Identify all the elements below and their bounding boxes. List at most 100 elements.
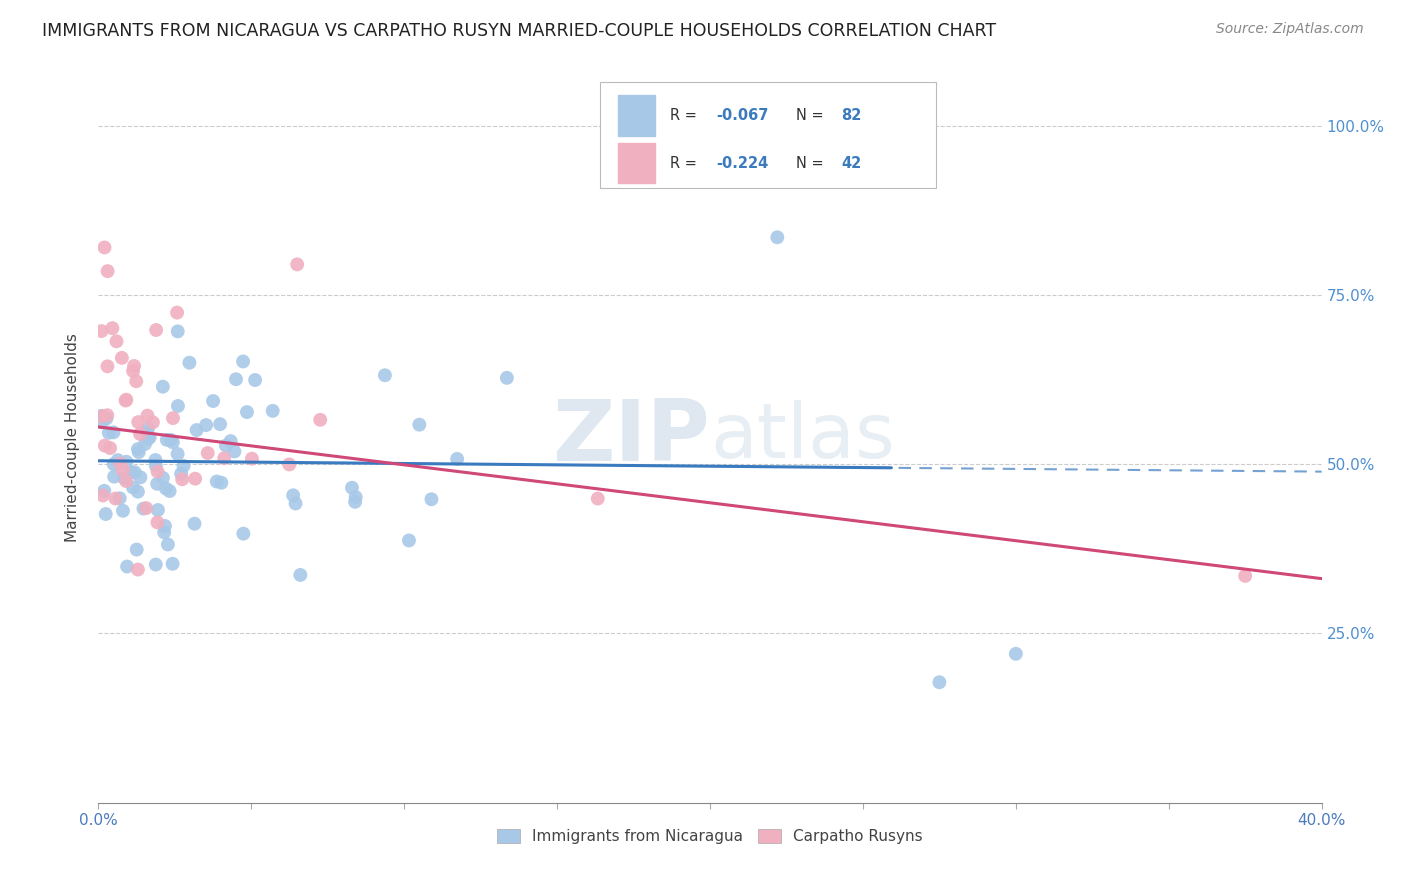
Point [232, 526, 254, 541]
Point [115, 474, 138, 488]
Point [128, 445, 150, 459]
Point [96, 409, 118, 423]
Point [284, 496, 307, 510]
Text: R =: R = [669, 155, 702, 170]
Point [112, 471, 135, 485]
Point [97, 425, 120, 440]
Point [103, 469, 125, 483]
Point [103, 457, 125, 471]
Point [103, 425, 125, 440]
Point [240, 451, 263, 466]
Point [94, 507, 117, 521]
Point [215, 439, 238, 453]
Point [224, 444, 246, 458]
Point [107, 453, 129, 467]
Point [159, 484, 181, 499]
Point [114, 393, 136, 408]
Point [96, 359, 118, 374]
Point [202, 394, 225, 409]
Point [104, 491, 127, 506]
Point [108, 491, 131, 506]
Point [90, 324, 112, 338]
Point [142, 416, 165, 430]
Point [101, 321, 124, 335]
Point [184, 472, 207, 486]
Point [122, 359, 145, 373]
Point [446, 451, 468, 466]
Point [166, 447, 188, 461]
Y-axis label: Married-couple Households: Married-couple Households [65, 333, 80, 541]
Point [111, 504, 134, 518]
Point [1004, 647, 1026, 661]
Text: N =: N = [796, 155, 828, 170]
Point [309, 413, 332, 427]
Point [278, 458, 301, 472]
Point [159, 433, 181, 447]
Point [90, 409, 112, 423]
Text: 42: 42 [841, 155, 860, 170]
Point [209, 475, 232, 490]
Point [374, 368, 396, 383]
Point [136, 426, 159, 441]
Point [136, 409, 159, 423]
Point [262, 404, 284, 418]
Legend: Immigrants from Nicaragua, Carpatho Rusyns: Immigrants from Nicaragua, Carpatho Rusy… [491, 822, 929, 850]
Point [156, 537, 179, 551]
Point [145, 558, 167, 572]
Text: -0.067: -0.067 [716, 108, 769, 123]
Point [146, 503, 169, 517]
Point [197, 446, 219, 460]
Point [90, 415, 112, 429]
Point [344, 495, 367, 509]
Point [285, 257, 308, 271]
Point [125, 374, 148, 388]
Point [146, 476, 169, 491]
Point [155, 482, 177, 496]
Point [127, 563, 149, 577]
Point [408, 417, 430, 432]
Point [283, 488, 305, 502]
Point [139, 430, 162, 444]
Text: N =: N = [796, 108, 828, 123]
Point [1234, 569, 1257, 583]
Point [928, 675, 950, 690]
Point [167, 399, 190, 413]
Point [152, 380, 174, 394]
Point [115, 559, 138, 574]
Point [146, 465, 169, 479]
Point [110, 457, 132, 471]
Bar [619, 143, 655, 183]
Point [179, 356, 201, 370]
Point [91, 409, 114, 424]
Point [136, 422, 159, 436]
Point [122, 364, 145, 378]
Point [290, 568, 312, 582]
Point [219, 434, 242, 449]
Point [111, 351, 134, 365]
Point [93, 483, 115, 498]
Point [121, 465, 143, 479]
Point [232, 354, 254, 368]
Point [122, 480, 145, 494]
Text: atlas: atlas [710, 401, 894, 474]
Point [98, 441, 121, 455]
Text: IMMIGRANTS FROM NICARAGUA VS CARPATHO RUSYN MARRIED-COUPLE HOUSEHOLDS CORRELATIO: IMMIGRANTS FROM NICARAGUA VS CARPATHO RU… [42, 22, 997, 40]
Point [186, 423, 208, 437]
Point [93, 240, 115, 254]
Point [94, 439, 117, 453]
Point [162, 557, 184, 571]
FancyBboxPatch shape [600, 82, 936, 188]
Point [105, 334, 128, 349]
Point [129, 470, 152, 484]
Point [340, 481, 363, 495]
Point [212, 451, 235, 466]
Point [209, 417, 232, 432]
Point [135, 501, 157, 516]
Point [127, 415, 149, 429]
Point [129, 427, 152, 442]
Point [145, 458, 167, 473]
Bar [619, 95, 655, 136]
Point [97, 264, 120, 278]
Point [127, 484, 149, 499]
Point [152, 471, 174, 485]
